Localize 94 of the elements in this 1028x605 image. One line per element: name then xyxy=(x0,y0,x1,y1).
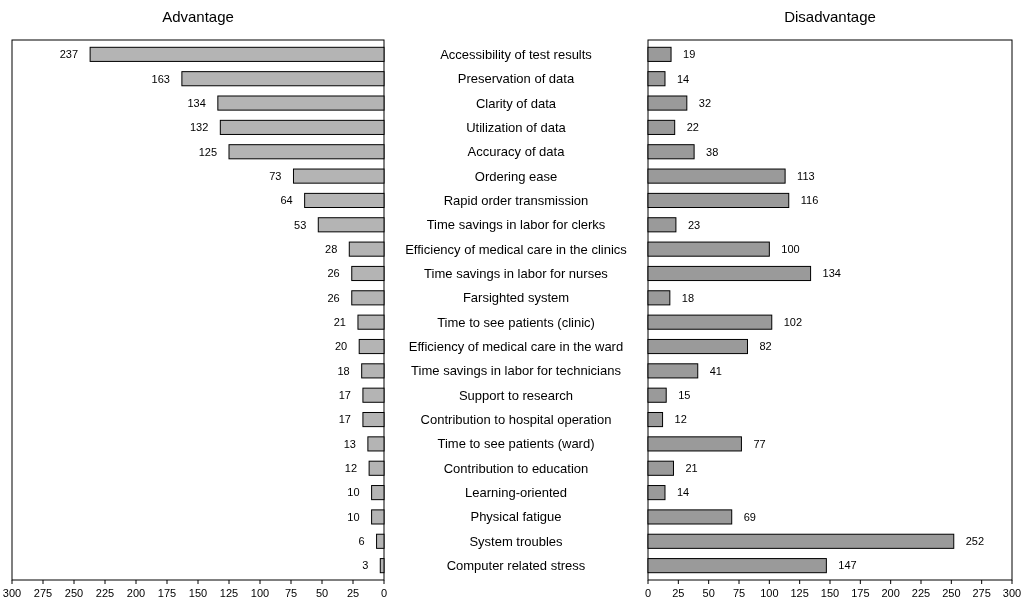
data-label: 26 xyxy=(327,291,340,304)
data-label: 69 xyxy=(743,510,756,523)
data-label: 134 xyxy=(822,267,841,280)
data-label: 12 xyxy=(344,462,358,475)
data-label: 18 xyxy=(337,364,350,377)
x-tick-label: 0 xyxy=(644,587,652,599)
data-label: 17 xyxy=(338,413,351,426)
y-tick-label: Efficiency of medical care in the clinics xyxy=(405,241,628,257)
data-label: 21 xyxy=(333,316,346,329)
x-tick-label: 75 xyxy=(732,587,746,599)
data-label: 15 xyxy=(678,389,691,402)
y-tick-label: Rapid order transmission xyxy=(443,192,589,208)
data-label: 23 xyxy=(687,218,701,231)
x-tick-label: 100 xyxy=(760,587,779,599)
x-tick-label: 300 xyxy=(1002,587,1022,599)
x-tick-label: 150 xyxy=(188,587,208,599)
data-label: 17 xyxy=(338,389,351,402)
data-label: 237 xyxy=(59,48,79,61)
data-label: 22 xyxy=(686,121,699,134)
data-label: 134 xyxy=(187,96,206,109)
x-tick-label: 300 xyxy=(2,587,22,599)
x-tick-label: 25 xyxy=(346,587,360,599)
data-label: 26 xyxy=(327,267,340,280)
y-tick-label: Computer related stress xyxy=(446,558,586,574)
y-tick-label: Accessibility of test results xyxy=(440,46,593,62)
data-label: 125 xyxy=(198,145,217,158)
data-label: 14 xyxy=(676,72,690,85)
x-tick-label: 50 xyxy=(702,587,715,599)
data-label: 21 xyxy=(685,462,698,475)
data-label: 19 xyxy=(683,48,696,61)
data-label: 102 xyxy=(783,316,803,329)
x-tick-label: 125 xyxy=(219,587,239,599)
y-tick-label: Time savings in labor for technicians xyxy=(411,363,622,379)
data-label: 13 xyxy=(343,437,356,450)
data-label: 14 xyxy=(676,486,690,499)
chart-title: Advantage xyxy=(162,8,234,25)
y-tick-label: Efficiency of medical care in the ward xyxy=(408,339,624,355)
chart-title: Disadvantage xyxy=(784,8,876,25)
y-tick-label: Ordering ease xyxy=(474,168,558,184)
x-tick-label: 250 xyxy=(942,587,961,599)
y-tick-label: Time to see patients (clinic) xyxy=(437,314,595,330)
x-tick-label: 0 xyxy=(380,587,388,599)
y-tick-label: Utilization of data xyxy=(466,119,567,135)
data-label: 82 xyxy=(759,340,772,353)
data-label: 28 xyxy=(325,242,338,255)
x-tick-label: 225 xyxy=(95,587,115,599)
x-tick-label: 150 xyxy=(820,587,840,599)
y-tick-label: Contribution to hospital operation xyxy=(420,412,612,428)
data-label: 20 xyxy=(334,340,348,353)
y-tick-label: Time to see patients (ward) xyxy=(437,436,595,452)
data-label: 132 xyxy=(189,121,209,134)
y-tick-label: Clarity of data xyxy=(475,95,557,111)
data-label: 113 xyxy=(797,169,815,182)
x-tick-label: 125 xyxy=(790,587,809,599)
x-tick-label: 200 xyxy=(881,587,900,599)
y-tick-label: Time savings in labor for nurses xyxy=(424,266,609,282)
y-tick-label: Physical fatigue xyxy=(470,509,562,525)
y-tick-label: System troubles xyxy=(469,533,564,549)
data-label: 116 xyxy=(800,194,819,207)
x-tick-label: 175 xyxy=(157,587,177,599)
x-tick-label: 275 xyxy=(972,587,991,599)
y-tick-label: Farsighted system xyxy=(462,290,570,306)
y-tick-label: Time savings in labor for clerks xyxy=(426,217,606,233)
x-tick-label: 75 xyxy=(284,587,298,599)
data-label: 252 xyxy=(965,535,985,548)
x-tick-label: 275 xyxy=(33,587,53,599)
x-tick-label: 50 xyxy=(315,587,329,599)
x-tick-label: 175 xyxy=(851,587,870,599)
x-tick-label: 250 xyxy=(64,587,84,599)
data-label: 77 xyxy=(753,437,766,450)
x-tick-label: 25 xyxy=(672,587,685,599)
y-tick-label: Support to research xyxy=(458,387,574,403)
data-label: 18 xyxy=(681,291,695,304)
data-label: 38 xyxy=(706,145,719,158)
data-label: 73 xyxy=(269,169,282,182)
data-label: 147 xyxy=(838,559,857,572)
data-label: 10 xyxy=(347,510,360,523)
x-tick-label: 225 xyxy=(911,587,931,599)
y-tick-label: Contribution to education xyxy=(443,460,589,476)
data-label: 41 xyxy=(709,364,722,377)
x-tick-label: 200 xyxy=(126,587,146,599)
data-label: 53 xyxy=(294,218,307,231)
data-label: 6 xyxy=(358,535,365,548)
y-tick-label: Learning-oriented xyxy=(465,485,567,501)
data-label: 10 xyxy=(347,486,360,499)
data-label: 12 xyxy=(674,413,687,426)
data-label: 3 xyxy=(362,559,369,572)
x-tick-label: 100 xyxy=(250,587,270,599)
data-label: 64 xyxy=(280,194,293,207)
data-label: 100 xyxy=(781,242,800,255)
data-label: 32 xyxy=(698,96,712,109)
data-label: 163 xyxy=(151,72,170,85)
y-tick-label: Accuracy of data xyxy=(467,144,566,160)
y-tick-label: Preservation of data xyxy=(457,71,575,87)
